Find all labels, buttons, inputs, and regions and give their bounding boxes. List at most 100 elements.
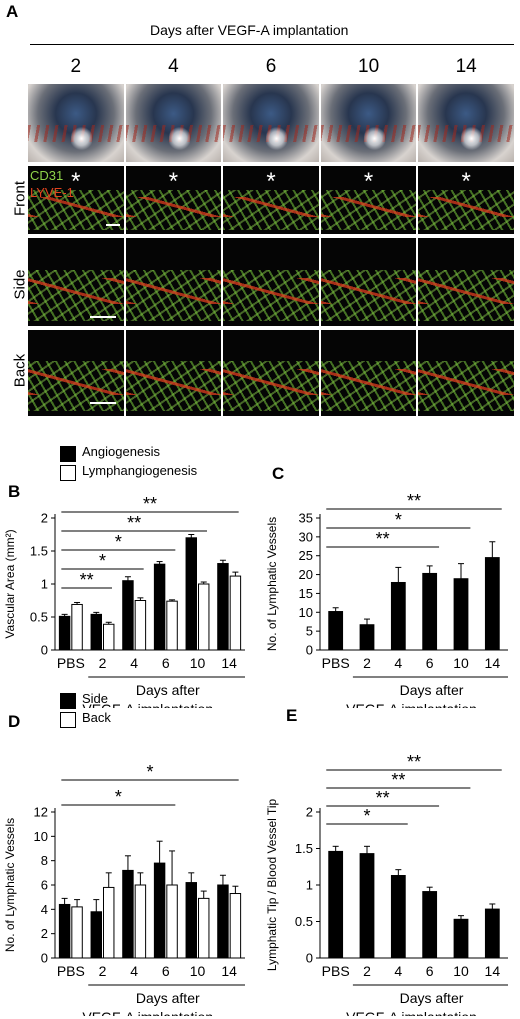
back-micrograph [320, 330, 417, 416]
bar-6 [422, 891, 438, 959]
bar-10 [198, 583, 210, 651]
x-tick-label: 2 [363, 655, 371, 671]
significance-label: * [363, 806, 370, 826]
y-tick-label: 8 [41, 853, 48, 868]
x-tick-label: 4 [394, 655, 402, 671]
eye-photo [28, 84, 124, 162]
back-micrograph [223, 330, 319, 416]
front-micrograph: * [223, 166, 319, 234]
x-tick-label: 6 [426, 655, 434, 671]
bar-2 [103, 886, 115, 959]
bar-10 [453, 918, 469, 959]
day-label: 14 [455, 56, 477, 77]
bar-10 [185, 882, 198, 959]
significance-label: ** [376, 788, 390, 808]
y-tick-label: 0 [41, 643, 48, 658]
y-tick-label: 1 [306, 878, 313, 893]
eye-photo-row [28, 84, 514, 162]
legend-swatch-angiogenesis [60, 446, 76, 462]
y-axis-label: Lymphatic Tip / Blood Vessel Tip [265, 799, 279, 972]
x-axis-label-line1: Days after [400, 990, 464, 1006]
row-label-side: Side [11, 269, 29, 300]
significance-label: ** [407, 752, 421, 772]
x-tick-label: 6 [162, 655, 170, 671]
day-label: 6 [265, 56, 277, 77]
scale-bar [105, 224, 120, 226]
y-tick-label: 0 [306, 643, 313, 658]
bar-6 [153, 862, 166, 959]
x-axis-label-line2: VEGF-A implantation [82, 701, 213, 708]
scale-bar [90, 316, 116, 318]
front-micrograph: CD31 LYVE-1 * [28, 166, 124, 234]
panel-e-letter: E [286, 706, 298, 725]
x-axis-label-line2: VEGF-A implantation [346, 701, 477, 708]
bar-4 [134, 600, 147, 651]
asterisk-marker: * [363, 168, 374, 196]
y-tick-label: 35 [299, 511, 313, 526]
x-tick-label: 4 [130, 655, 138, 671]
eye-photo [223, 84, 319, 162]
panel-a-letter: A [6, 2, 19, 21]
chart-b: 0 0.5 1 1.5 2 Vascular Area (mm²) PBS 2 4 6 10 14 Da… [3, 494, 245, 708]
y-tick-label: 1.5 [295, 841, 313, 856]
y-tick-label: 0.5 [295, 914, 313, 929]
panel-a-header-rule [30, 44, 514, 45]
significance-label: ** [127, 513, 141, 533]
y-tick-label: 15 [299, 586, 313, 601]
y-tick-label: 2 [41, 511, 48, 526]
y-tick-label: 5 [306, 624, 313, 639]
chart-c: 0 5 10 15 20 25 30 35 No. of Lymphatic Vessels PB… [265, 491, 508, 708]
back-micrograph [28, 330, 124, 416]
x-tick-label: 14 [221, 655, 237, 671]
bar-10 [198, 897, 210, 959]
legend-label-angiogenesis: Angiogenesis [82, 444, 161, 459]
chart-e: 0 0.5 1 1.5 2 Lymphatic Tip / Blood Vessel Ti… [265, 752, 508, 1016]
asterisk-marker: * [168, 168, 179, 196]
y-axis-label: No. of Lymphatic Vessels [265, 517, 279, 651]
bar-2 [359, 624, 375, 651]
bar-4 [134, 884, 147, 959]
y-tick-label: 1 [41, 577, 48, 592]
bar-10 [185, 537, 198, 651]
side-micrograph-row [28, 238, 514, 326]
x-tick-label: 2 [99, 963, 107, 979]
significance-label: * [99, 551, 106, 571]
day-label: 2 [70, 56, 82, 77]
significance-label: * [395, 510, 402, 530]
scale-bar [90, 402, 116, 404]
bar-14 [229, 893, 242, 959]
x-tick-label: PBS [322, 963, 350, 979]
x-tick-label: 10 [190, 655, 206, 671]
eye-photo [320, 84, 417, 162]
x-tick-label: 14 [485, 655, 501, 671]
bar-14 [484, 908, 500, 959]
x-tick-label: 6 [162, 963, 170, 979]
legend-label-back: Back [82, 710, 111, 725]
x-axis-label-line2: VEGF-A implantation [346, 1009, 477, 1016]
back-micrograph-row [28, 330, 514, 416]
y-tick-label: 6 [41, 878, 48, 893]
y-tick-label: 0 [306, 951, 313, 966]
eye-photo [418, 84, 514, 162]
asterisk-marker: * [461, 168, 471, 196]
asterisk-marker: * [266, 168, 276, 196]
y-tick-label: 1.5 [30, 544, 48, 559]
side-micrograph [223, 238, 319, 326]
x-tick-label: 14 [221, 963, 237, 979]
asterisk-marker: * [71, 168, 81, 196]
x-tick-label: PBS [57, 655, 85, 671]
bar-2 [103, 623, 115, 651]
y-tick-label: 30 [299, 529, 313, 544]
y-tick-label: 0.5 [30, 610, 48, 625]
row-label-back: Back [11, 353, 29, 388]
x-axis-label-line1: Days after [136, 682, 200, 698]
y-tick-label: 20 [299, 567, 313, 582]
back-micrograph [418, 330, 514, 416]
bar-6 [166, 600, 178, 651]
x-tick-label: 4 [394, 963, 402, 979]
x-tick-label: 14 [485, 963, 501, 979]
y-tick-label: 2 [41, 926, 48, 941]
bar-2 [359, 853, 375, 959]
x-axis-label-line1: Days after [400, 682, 464, 698]
bar-4 [122, 580, 134, 651]
